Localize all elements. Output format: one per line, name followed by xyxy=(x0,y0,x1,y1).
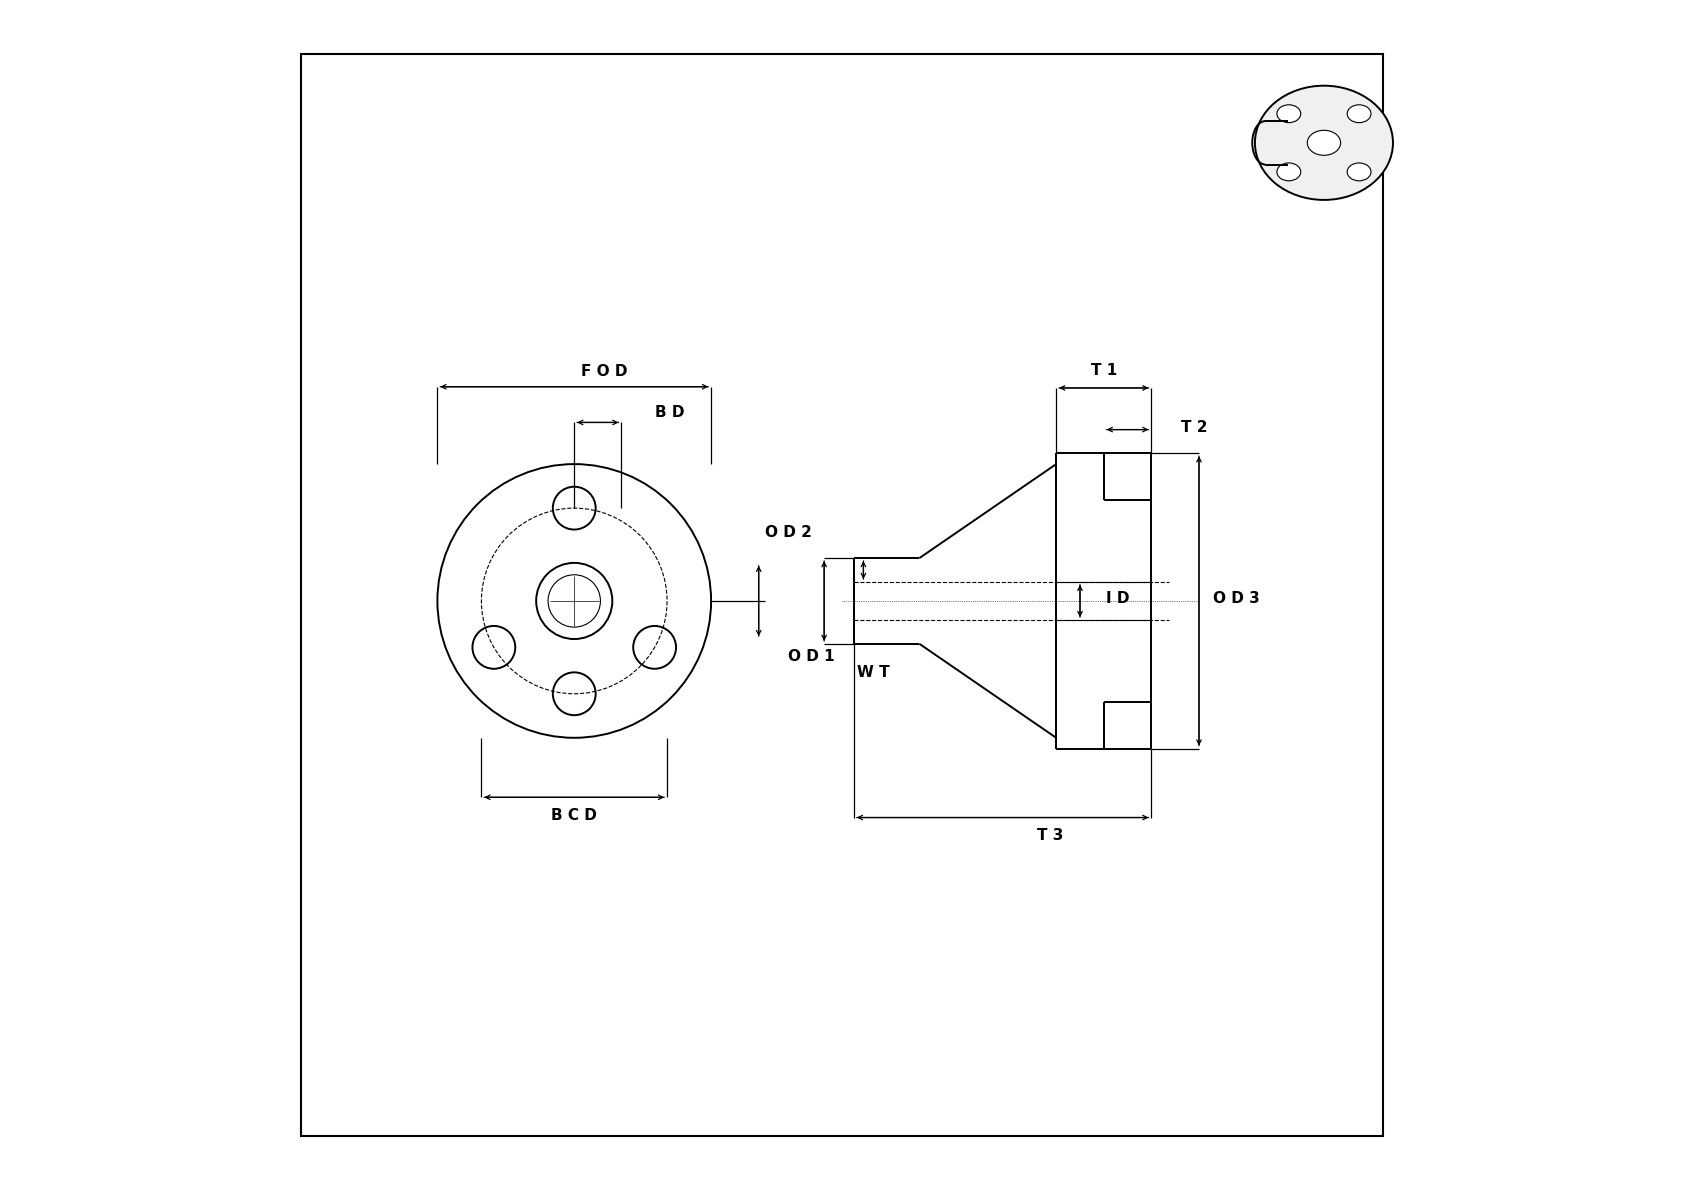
Ellipse shape xyxy=(1276,105,1300,123)
Text: T 2: T 2 xyxy=(1180,420,1207,434)
Text: F O D: F O D xyxy=(581,364,626,378)
Text: O D 2: O D 2 xyxy=(765,525,812,540)
Text: B D: B D xyxy=(655,406,684,420)
Ellipse shape xyxy=(1347,105,1371,123)
Text: W T: W T xyxy=(857,665,891,681)
Ellipse shape xyxy=(1347,163,1371,181)
Text: T 3: T 3 xyxy=(1037,828,1063,843)
Ellipse shape xyxy=(1255,86,1393,200)
Ellipse shape xyxy=(1307,131,1340,156)
Text: T 1: T 1 xyxy=(1091,363,1116,377)
Text: B C D: B C D xyxy=(551,808,598,822)
Text: I D: I D xyxy=(1106,591,1130,606)
Text: O D 3: O D 3 xyxy=(1212,591,1260,606)
Ellipse shape xyxy=(1276,163,1300,181)
Text: O D 1: O D 1 xyxy=(788,649,835,664)
